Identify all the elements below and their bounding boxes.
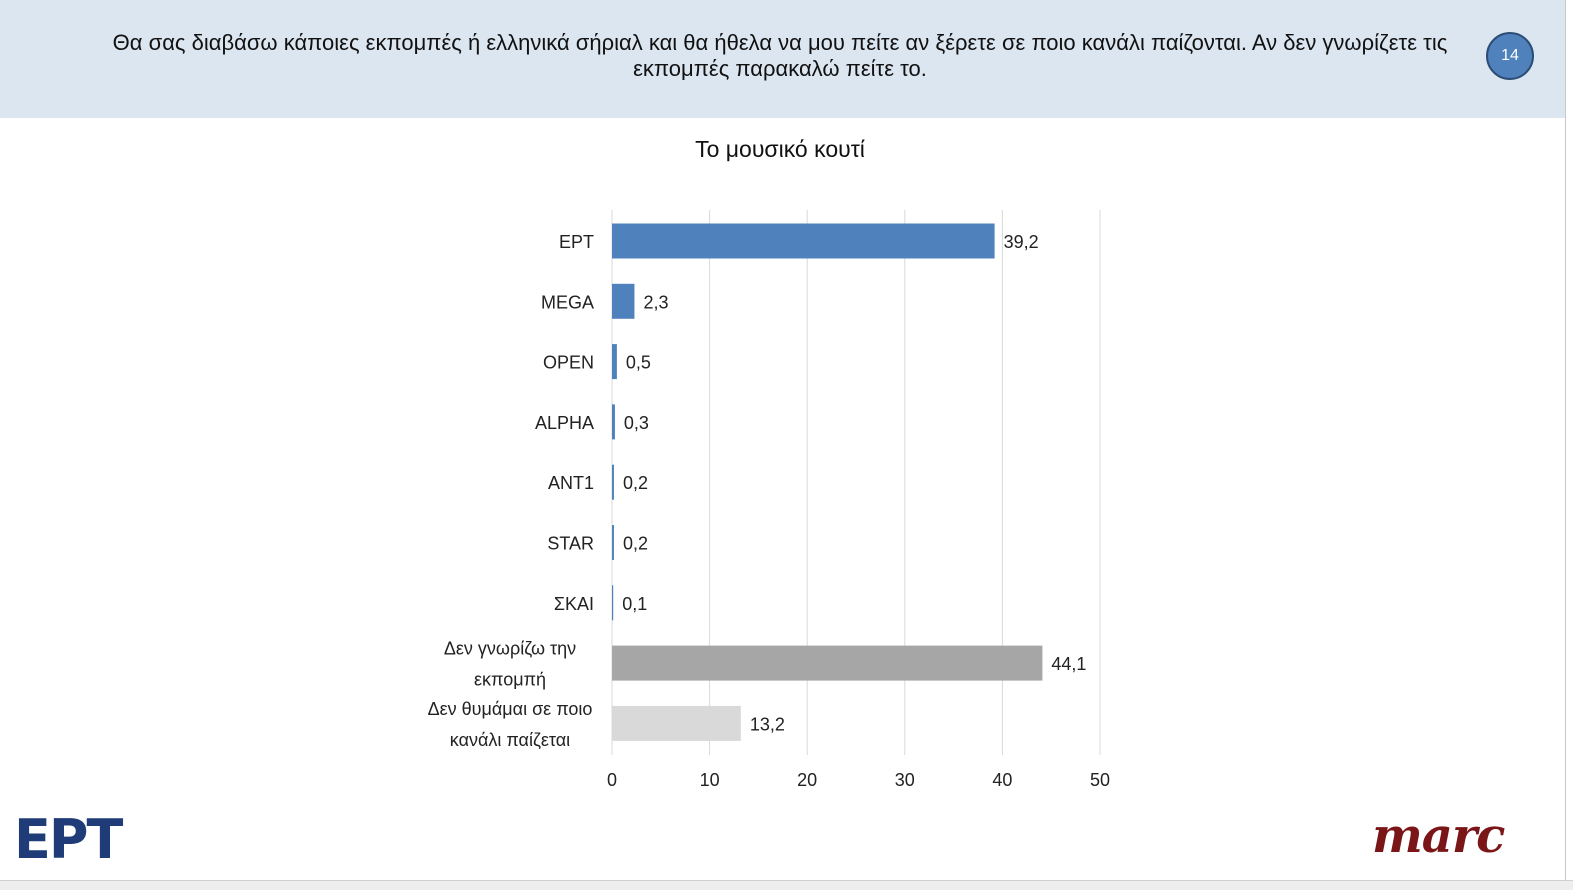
value-label: 0,2 <box>623 473 648 493</box>
category-label: Δεν θυμάμαι σε ποιο <box>428 699 593 719</box>
category-label: STAR <box>547 534 594 554</box>
category-label: ΣΚΑΙ <box>554 594 594 614</box>
bar <box>612 645 1043 681</box>
value-label: 0,1 <box>622 594 647 614</box>
value-label: 0,5 <box>626 353 651 373</box>
category-label: ΕΡΤ <box>559 232 594 252</box>
bar <box>612 223 995 259</box>
ert-logo: ΕΡΤ <box>14 808 130 871</box>
ert-logo-text: ΕΡΤ <box>14 812 123 862</box>
value-label: 2,3 <box>643 292 668 312</box>
question-text: Θα σας διαβάσω κάποιες εκπομπές ή ελληνι… <box>112 30 1448 81</box>
x-tick-label: 10 <box>700 770 720 790</box>
value-label: 39,2 <box>1004 232 1039 252</box>
bar <box>612 404 615 440</box>
value-label: 0,2 <box>623 534 648 554</box>
x-tick-label: 20 <box>797 770 817 790</box>
page-number-badge: 14 <box>1486 32 1534 80</box>
value-label: 0,3 <box>624 413 649 433</box>
bar <box>612 705 741 741</box>
category-label: Δεν γνωρίζω την <box>444 639 576 659</box>
value-label: 44,1 <box>1051 654 1086 674</box>
question-header: Θα σας διαβάσω κάποιες εκπομπές ή ελληνι… <box>0 0 1566 118</box>
x-tick-label: 30 <box>895 770 915 790</box>
category-label: κανάλι παίζεται <box>450 730 570 750</box>
category-label: MEGA <box>541 292 594 312</box>
category-label: ANT1 <box>548 473 594 493</box>
bar <box>612 585 614 621</box>
category-label: εκπομπή <box>474 670 546 690</box>
marc-logo: marc <box>1372 808 1505 864</box>
bottom-strip <box>0 880 1573 890</box>
category-label: OPEN <box>543 353 594 373</box>
bar <box>612 283 635 319</box>
category-label: ALPHA <box>535 413 594 433</box>
bar <box>612 344 617 380</box>
x-tick-label: 50 <box>1090 770 1110 790</box>
bar <box>612 464 614 500</box>
value-label: 13,2 <box>750 714 785 734</box>
x-tick-label: 40 <box>992 770 1012 790</box>
bar <box>612 525 614 560</box>
slide-edge <box>1565 0 1566 889</box>
x-tick-label: 0 <box>607 770 617 790</box>
chart-title: Το μουσικό κουτί <box>695 136 865 162</box>
